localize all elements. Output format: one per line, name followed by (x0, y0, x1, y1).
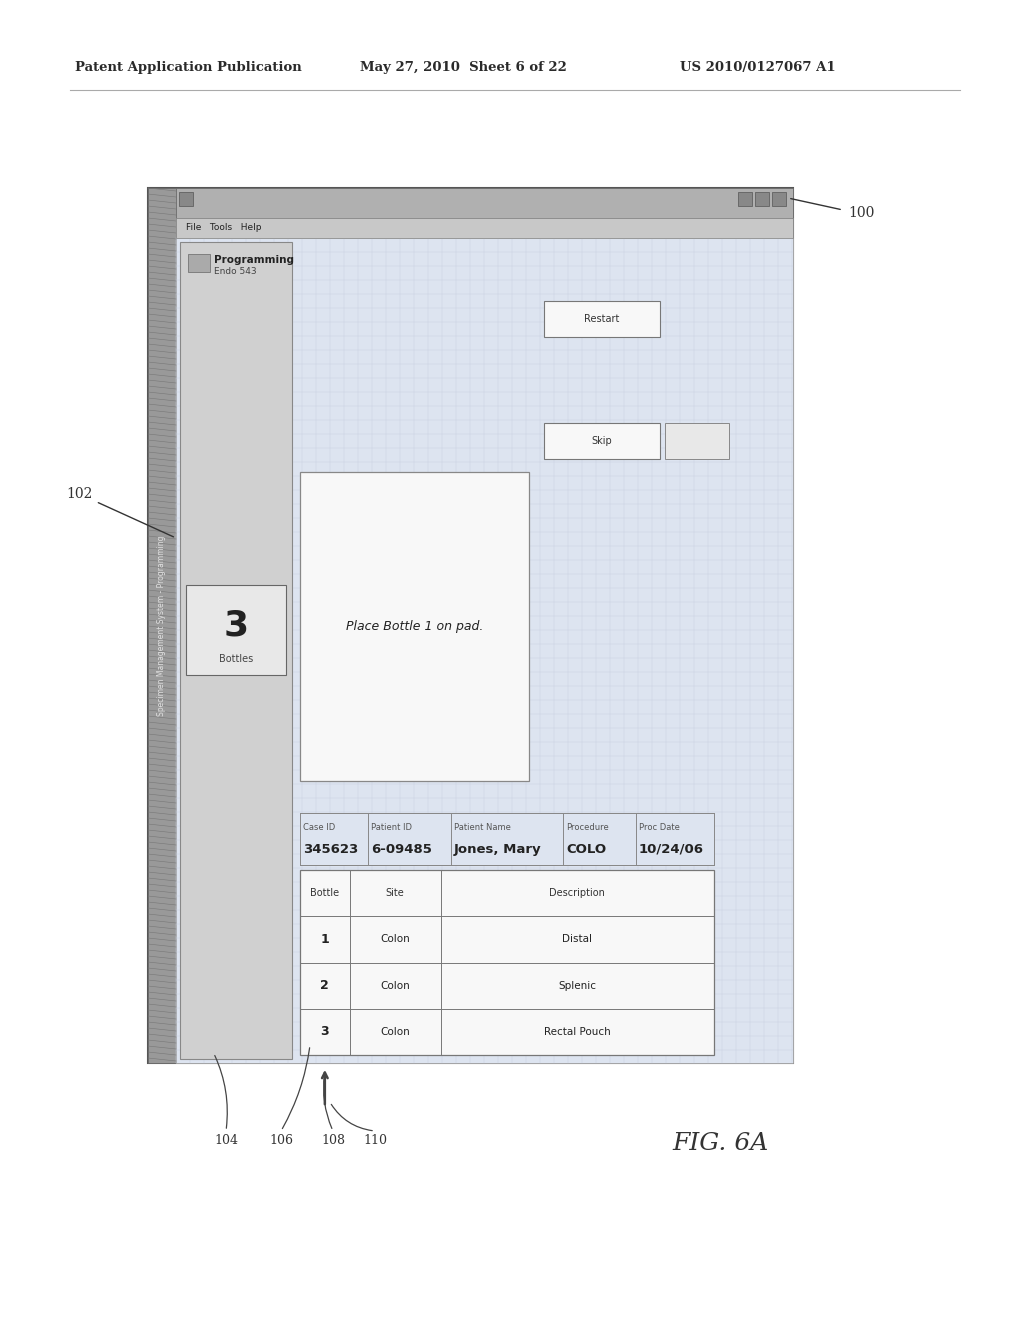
Text: US 2010/0127067 A1: US 2010/0127067 A1 (680, 62, 836, 74)
Text: Proc Date: Proc Date (639, 822, 680, 832)
Text: May 27, 2010  Sheet 6 of 22: May 27, 2010 Sheet 6 of 22 (360, 62, 567, 74)
Bar (186, 585, 286, 675)
Text: Endo 543: Endo 543 (214, 268, 257, 276)
Text: 1: 1 (321, 933, 329, 946)
Text: 100: 100 (848, 206, 874, 220)
Bar (300, 870, 714, 1055)
Bar (544, 422, 660, 459)
Text: Splenic: Splenic (558, 981, 596, 991)
Text: 110: 110 (362, 1134, 387, 1147)
Text: Bottles: Bottles (219, 653, 253, 664)
Text: COLO: COLO (566, 842, 606, 855)
Text: Colon: Colon (380, 935, 410, 944)
Bar (772, 191, 786, 206)
Text: Distal: Distal (562, 935, 592, 944)
Bar (188, 253, 210, 272)
Text: Rectal Pouch: Rectal Pouch (544, 1027, 610, 1038)
Text: 2: 2 (321, 979, 329, 993)
Text: 6-09485: 6-09485 (371, 842, 432, 855)
Text: Jones, Mary: Jones, Mary (454, 842, 542, 855)
Bar (666, 422, 729, 459)
Text: Restart: Restart (585, 314, 620, 323)
Bar (179, 191, 193, 206)
Bar (180, 242, 292, 1059)
Text: Colon: Colon (380, 1027, 410, 1038)
Text: 345623: 345623 (303, 842, 358, 855)
Text: Procedure: Procedure (566, 822, 608, 832)
Text: Skip: Skip (592, 436, 612, 446)
Bar (176, 218, 793, 238)
Bar (544, 301, 660, 337)
Bar (148, 187, 793, 1063)
Text: Bottle: Bottle (310, 888, 339, 898)
Bar (148, 187, 176, 1063)
Text: Patent Application Publication: Patent Application Publication (75, 62, 302, 74)
Text: 3: 3 (223, 609, 249, 643)
Bar (755, 191, 769, 206)
Text: 3: 3 (321, 1026, 329, 1039)
Bar (300, 813, 714, 865)
Bar (176, 187, 793, 218)
Text: 10/24/06: 10/24/06 (639, 842, 705, 855)
Bar (300, 471, 528, 780)
Text: File   Tools   Help: File Tools Help (186, 223, 261, 232)
Text: Description: Description (550, 888, 605, 898)
Text: Patient ID: Patient ID (371, 822, 413, 832)
Text: Patient Name: Patient Name (454, 822, 511, 832)
Text: Case ID: Case ID (303, 822, 335, 832)
Text: 104: 104 (214, 1134, 238, 1147)
Text: Colon: Colon (380, 981, 410, 991)
Text: 108: 108 (321, 1134, 345, 1147)
Text: Specimen Management System - Programming: Specimen Management System - Programming (158, 535, 167, 715)
Text: Site: Site (386, 888, 404, 898)
Text: 106: 106 (269, 1134, 293, 1147)
Text: Place Bottle 1 on pad.: Place Bottle 1 on pad. (346, 619, 483, 632)
Bar (738, 191, 752, 206)
Text: Programming: Programming (214, 255, 294, 265)
Bar (176, 238, 793, 1063)
Text: FIG. 6A: FIG. 6A (672, 1131, 768, 1155)
Text: 102: 102 (67, 487, 173, 537)
